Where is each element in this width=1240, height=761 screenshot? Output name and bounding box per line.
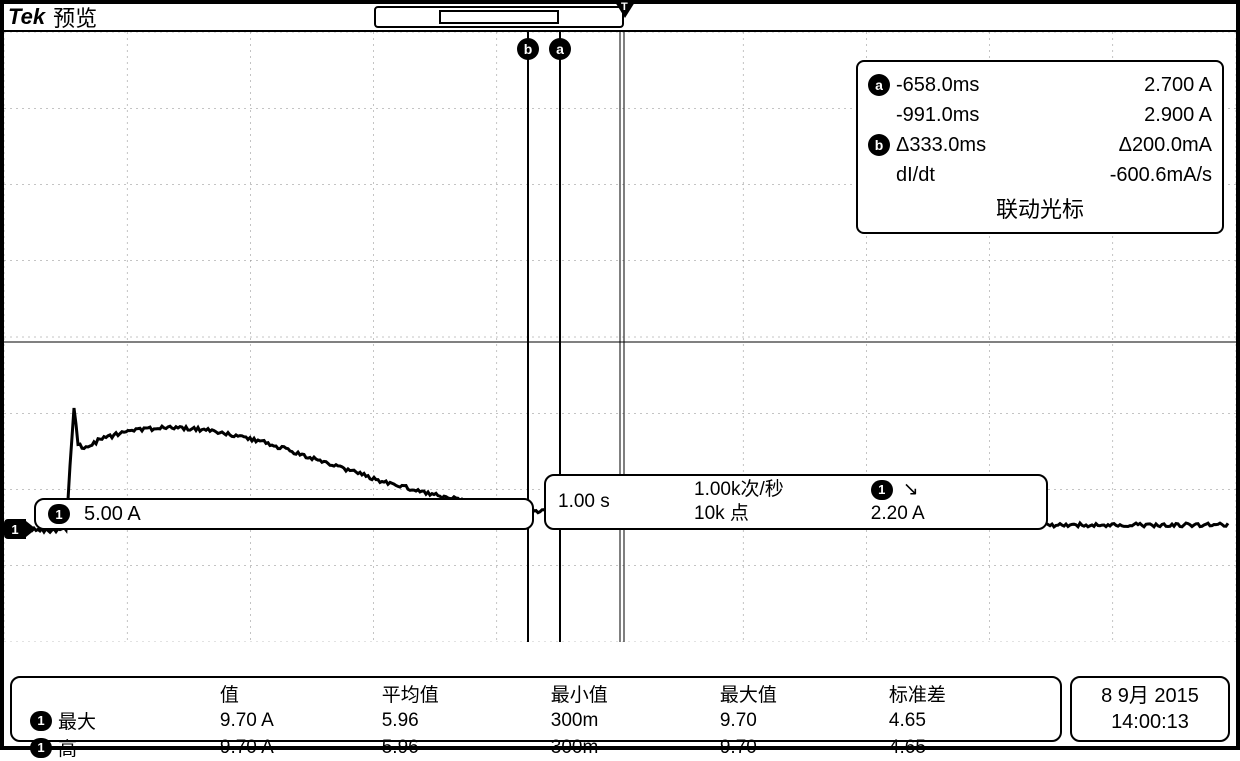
brand-logo: Tek [8, 4, 45, 30]
cursor-b-label: b [517, 38, 539, 60]
meas-name: 高 [58, 734, 77, 761]
meas-header: 最小值 [543, 680, 712, 707]
meas-name: 最大 [58, 707, 96, 734]
sample-rate: 1.00k次/秒 [694, 478, 871, 502]
cursor-row-value-1: Δ333.0ms [896, 134, 1046, 157]
meas-header [22, 680, 212, 707]
cursor-readout-row: dI/dt-600.6mA/s [868, 160, 1212, 190]
trigger-channel-badge: 1 [871, 480, 893, 500]
meas-row: 1高 9.70 A5.96300m9.704.65 [22, 734, 1050, 761]
meas-header: 值 [212, 680, 374, 707]
meas-cell: 300m [543, 707, 712, 734]
cursor-row-value-2: Δ200.0mA [1046, 134, 1212, 157]
measurements-table: 值平均值最小值最大值标准差 1最大9.70 A5.96300m9.704.651… [22, 680, 1050, 761]
timebase: 1.00 s [558, 490, 694, 514]
record-overview [374, 6, 624, 28]
acquisition-mode: 预览 [53, 1, 97, 33]
bottom-info-row: 值平均值最小值最大值标准差 1最大9.70 A5.96300m9.704.651… [10, 676, 1230, 742]
top-bar: Tek 预览 T [4, 4, 1236, 32]
cursor-row-value-2: 2.700 A [1046, 74, 1212, 97]
meas-cell: 9.70 A [212, 734, 374, 761]
record-length: 10k 点 [694, 502, 871, 526]
meas-cell: 300m [543, 734, 712, 761]
meas-cell: 4.65 [881, 734, 1050, 761]
meas-row: 1 最大 9.70 A5.96300m9.704.65 [22, 707, 1050, 734]
cursor-readout-row: -991.0ms2.900 A [868, 100, 1212, 130]
cursor-row-value-2: -600.6mA/s [1046, 164, 1212, 187]
channel-scale-panel: 1 5.00 A [34, 498, 534, 530]
meas-header: 标准差 [881, 680, 1050, 707]
cursor-row-badge: a [868, 74, 890, 96]
date-label: 8 9月 2015 [1101, 683, 1199, 709]
cursor-readout-row: a -658.0ms2.700 A [868, 70, 1212, 100]
meas-cell: 4.65 [881, 707, 1050, 734]
meas-cell: 9.70 [712, 707, 881, 734]
trigger-slope-icon: ↘ [903, 478, 919, 502]
waveform-display: a b 1 a-658.0ms2.700 A-991.0ms2.900 AbΔ3… [4, 32, 1236, 642]
cursor-mode-label: 联动光标 [868, 192, 1212, 224]
cursor-row-value-1: -658.0ms [896, 74, 1046, 97]
meas-channel-badge: 1 [30, 711, 52, 731]
cursor-row-value-1: dI/dt [896, 164, 1046, 187]
cursor-readout-row: b Δ333.0msΔ200.0mA [868, 130, 1212, 160]
meas-cell: 5.96 [374, 734, 543, 761]
channel-badge: 1 [48, 504, 70, 524]
meas-header: 最大值 [712, 680, 881, 707]
measurements-panel: 值平均值最小值最大值标准差 1 最大 9.70 A5.96300m9.704.651… [10, 676, 1062, 742]
cursor-row-value-2: 2.900 A [1046, 104, 1212, 127]
cursor-row-value-1: -991.0ms [896, 104, 1046, 127]
cursor-readout-panel: a-658.0ms2.700 A-991.0ms2.900 AbΔ333.0ms… [856, 60, 1224, 234]
time-label: 14:00:13 [1111, 709, 1189, 735]
meas-header: 平均值 [374, 680, 543, 707]
trigger-level: 2.20 A [871, 502, 1034, 526]
meas-cell: 9.70 A [212, 707, 374, 734]
meas-channel-badge: 1 [30, 738, 52, 758]
channel-vertical-scale: 5.00 A [84, 503, 141, 526]
cursor-a-label: a [549, 38, 571, 60]
trigger-position-marker: T [615, 2, 635, 18]
cursor-row-badge: b [868, 134, 890, 156]
horizontal-trigger-panel: 1.00 s 1.00k次/秒 10k 点 1 ↘ 2.20 A [544, 474, 1048, 530]
oscilloscope-screen: Tek 预览 T a b 1 a -658.0ms2.700 A-991.0ms [0, 0, 1240, 750]
meas-cell: 5.96 [374, 707, 543, 734]
channel-1-reference-marker: 1 [4, 519, 36, 539]
record-window-indicator [439, 10, 559, 24]
meas-cell: 9.70 [712, 734, 881, 761]
datetime-panel: 8 9月 2015 14:00:13 [1070, 676, 1230, 742]
